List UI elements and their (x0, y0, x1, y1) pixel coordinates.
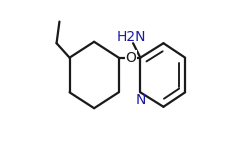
Text: H2N: H2N (117, 30, 146, 44)
Text: O: O (125, 51, 136, 65)
Text: N: N (135, 93, 146, 107)
